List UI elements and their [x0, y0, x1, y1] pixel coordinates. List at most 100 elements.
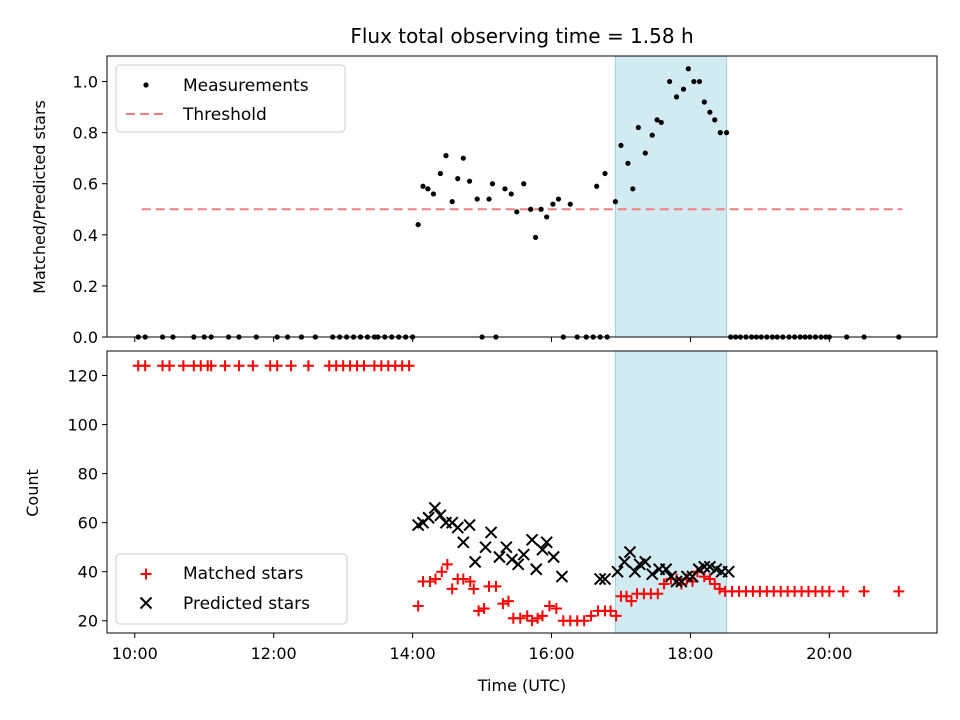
matched-star-point — [164, 360, 176, 372]
legend-label-measurements: Measurements — [183, 76, 309, 96]
legend: Measurements Threshold — [115, 64, 346, 133]
measurement-point — [594, 183, 600, 189]
x-tick-label: 20:00 — [806, 644, 852, 663]
matched-star-point — [446, 583, 458, 595]
matched-star-point — [358, 360, 370, 372]
matched-star-point — [709, 578, 721, 590]
matched-star-point — [704, 573, 716, 585]
predicted-star-point — [680, 570, 694, 583]
matched-star-point — [543, 600, 555, 612]
matched-star-point — [497, 598, 509, 610]
matched-star-point — [532, 612, 544, 624]
y-tick-label: 0.2 — [73, 277, 98, 296]
measurement-point — [701, 99, 707, 105]
predicted-star-point — [598, 572, 612, 586]
measurement-point — [642, 150, 648, 156]
matched-star-point — [837, 585, 849, 597]
matched-star-point — [412, 600, 424, 612]
measurement-point — [649, 132, 655, 138]
matched-star-point — [441, 558, 453, 570]
measurement-point — [567, 201, 573, 207]
count-panel: 20 40 60 80 100 120 10:00 12:00 14:00 16:00 18:00 2… — [67, 350, 938, 663]
matched-star-point — [550, 602, 562, 614]
x-axis-label: Time (UTC) — [477, 676, 566, 695]
measurement-point — [612, 199, 619, 205]
predicted-star-point — [525, 533, 539, 547]
measurement-point — [544, 214, 550, 220]
matched-star-point — [621, 590, 633, 602]
predicted-star-point — [670, 575, 683, 588]
matched-star-point — [430, 573, 442, 585]
measurement-point — [602, 170, 608, 177]
measurement-point — [673, 94, 680, 100]
predicted-star-point — [628, 565, 642, 578]
measurement-point — [550, 201, 556, 207]
predicted-star-point — [646, 567, 659, 581]
matched-star-point — [658, 578, 670, 590]
x-tick-label: 10:00 — [112, 644, 158, 663]
predicted-star-point — [493, 550, 506, 564]
matched-star-point — [514, 612, 526, 624]
measurement-point — [685, 66, 691, 72]
matched-star-point — [219, 360, 231, 372]
legend-label-predicted: Predicted stars — [183, 594, 310, 614]
predicted-star-point — [698, 560, 711, 573]
matched-star-point — [436, 566, 448, 578]
y-tick-label: 120 — [67, 367, 98, 386]
matched-star-point — [823, 585, 835, 597]
predicted-star-point — [611, 565, 624, 578]
matched-star-point — [464, 576, 476, 588]
predicted-star-point — [463, 518, 476, 532]
predicted-star-point — [530, 563, 543, 576]
measurement-point — [466, 178, 473, 184]
predicted-star-point — [451, 521, 464, 534]
predicted-star-point — [547, 550, 560, 564]
y-tick-label: 20 — [78, 612, 98, 631]
x-tick-label: 18:00 — [667, 644, 713, 663]
measurement-point — [723, 130, 730, 136]
matched-star-point — [177, 360, 189, 372]
y-tick-label: 60 — [78, 514, 98, 533]
measurement-point — [415, 222, 421, 228]
legend-marker-predicted — [139, 596, 153, 610]
measurement-point — [430, 191, 437, 197]
matched-star-point — [502, 595, 514, 607]
observing-window-span — [614, 55, 728, 338]
y-tick-label: 80 — [78, 465, 98, 484]
matched-star-point — [698, 571, 710, 583]
y-tick-label: 40 — [78, 563, 98, 582]
x-tick-label: 12:00 — [251, 644, 297, 663]
measurement-point — [508, 191, 514, 197]
matched-star-point — [285, 360, 297, 372]
measurement-point — [707, 109, 713, 115]
measurement-point — [712, 117, 718, 123]
matched-star-point — [473, 605, 485, 617]
predicted-star-point — [434, 509, 447, 522]
predicted-star-point — [659, 563, 673, 576]
measurement-point — [486, 196, 492, 202]
matched-star-point — [271, 360, 283, 372]
measurement-point — [680, 86, 687, 92]
predicted-star-point — [722, 565, 735, 578]
matched-star-point — [403, 360, 415, 372]
matched-star-point — [233, 360, 245, 372]
predicted-star-point — [439, 516, 453, 529]
measurement-point — [532, 234, 539, 240]
measurement-point — [489, 181, 496, 187]
predicted-star-point — [593, 572, 607, 586]
matched-star-point — [139, 360, 151, 372]
measurement-point — [420, 183, 426, 189]
x-tick-label: 16:00 — [528, 644, 574, 663]
predicted-star-point — [536, 543, 549, 556]
y-axis-label-bottom: Count — [23, 469, 42, 517]
predicted-star-point — [428, 501, 442, 515]
predicted-star-point — [618, 555, 631, 569]
measurement-point — [717, 130, 723, 136]
predicted-star-point — [457, 536, 470, 549]
measurement-point — [625, 160, 631, 166]
measurement-point — [555, 196, 562, 202]
measurement-point — [658, 119, 664, 126]
measurement-point — [502, 186, 508, 192]
measurement-point — [443, 153, 449, 159]
predicted-star-point — [511, 558, 525, 571]
